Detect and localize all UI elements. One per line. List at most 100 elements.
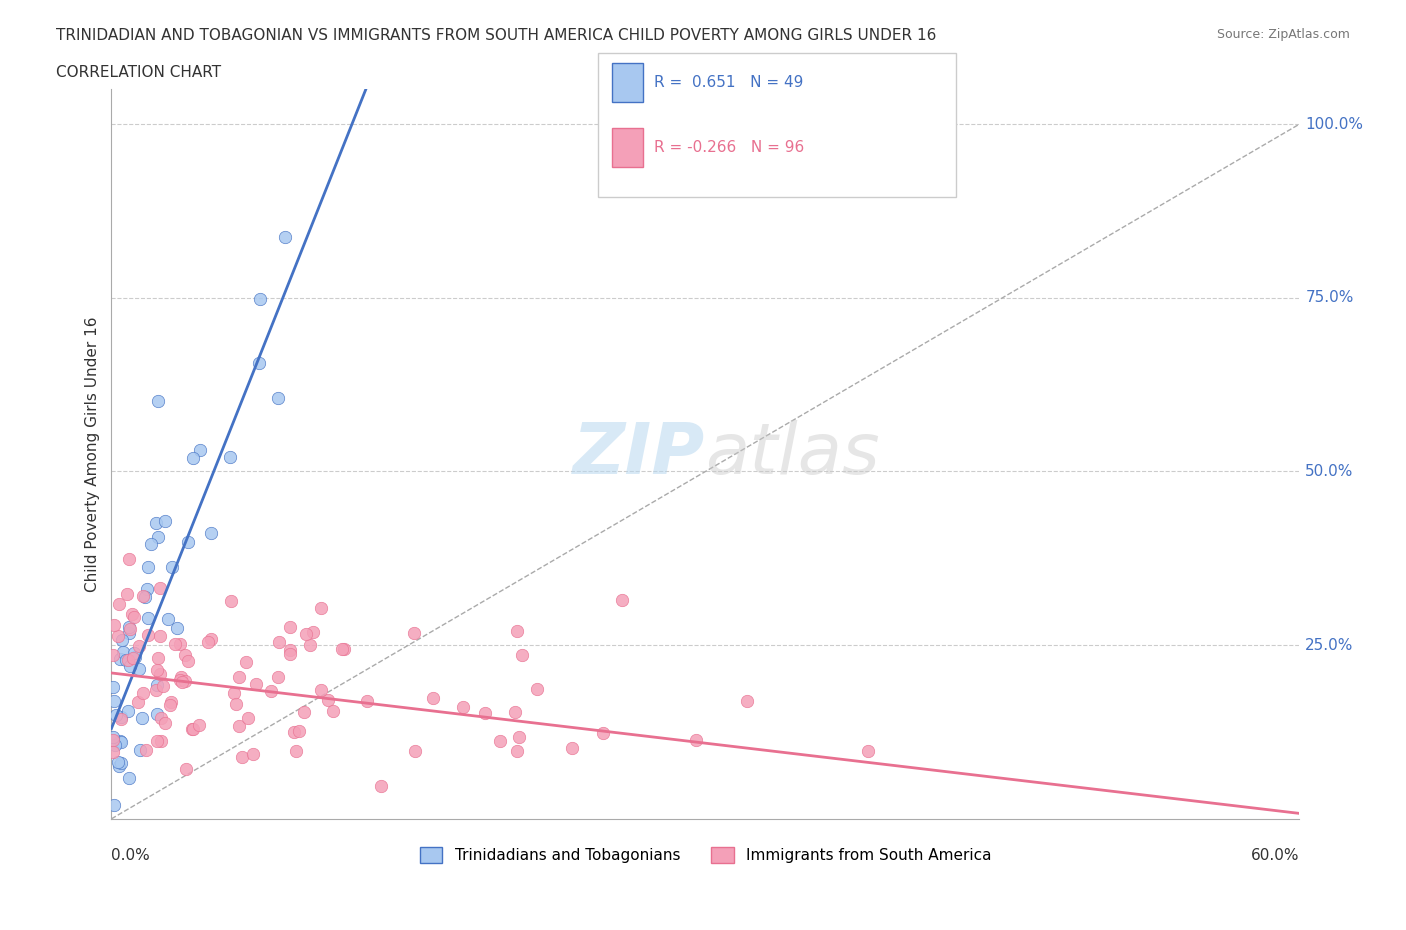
Point xyxy=(157,611,180,626)
Point xyxy=(302,625,325,640)
Point xyxy=(219,449,242,464)
Point xyxy=(278,646,301,661)
Point xyxy=(187,717,209,732)
Point xyxy=(149,733,172,748)
Text: 50.0%: 50.0% xyxy=(1305,464,1354,479)
Point xyxy=(299,638,322,653)
Point xyxy=(108,759,131,774)
Point xyxy=(103,694,125,709)
Point xyxy=(173,648,195,663)
Text: 75.0%: 75.0% xyxy=(1305,290,1354,305)
Point xyxy=(118,770,141,785)
Point xyxy=(110,711,132,726)
Point xyxy=(149,667,172,682)
Point xyxy=(503,705,526,720)
Point xyxy=(181,722,204,737)
Point xyxy=(122,609,145,624)
Point xyxy=(512,648,534,663)
Point xyxy=(561,740,583,755)
Point xyxy=(159,698,181,712)
Point xyxy=(370,778,392,793)
Point xyxy=(856,744,879,759)
Point xyxy=(136,628,159,643)
Point xyxy=(124,649,146,664)
Point xyxy=(266,670,288,684)
Point xyxy=(247,355,270,370)
Point xyxy=(122,651,145,666)
Point xyxy=(508,729,530,744)
Point xyxy=(117,653,139,668)
Text: ZIP: ZIP xyxy=(574,419,706,488)
Point xyxy=(134,590,156,604)
Y-axis label: Child Poverty Among Girls Under 16: Child Poverty Among Girls Under 16 xyxy=(86,316,100,591)
Text: atlas: atlas xyxy=(706,419,880,488)
Point xyxy=(610,592,633,607)
Point xyxy=(225,697,247,711)
Point xyxy=(422,691,444,706)
Point xyxy=(330,642,353,657)
Point xyxy=(474,706,496,721)
Point xyxy=(108,652,131,667)
Point xyxy=(592,725,614,740)
Point xyxy=(228,718,250,733)
Point xyxy=(200,526,222,541)
Point xyxy=(278,619,301,634)
Point xyxy=(505,744,527,759)
Point xyxy=(146,394,169,409)
Point xyxy=(108,596,131,611)
Point xyxy=(165,637,187,652)
Point xyxy=(108,734,131,749)
Text: 100.0%: 100.0% xyxy=(1305,116,1364,132)
Point xyxy=(107,629,129,644)
Point xyxy=(136,560,159,575)
Point xyxy=(153,715,176,730)
Point xyxy=(110,709,132,724)
Point xyxy=(260,684,283,698)
Point xyxy=(145,516,167,531)
Legend: Trinidadians and Tobagonians, Immigrants from South America: Trinidadians and Tobagonians, Immigrants… xyxy=(413,842,997,870)
Point xyxy=(506,624,529,639)
Point xyxy=(219,594,242,609)
Point xyxy=(103,647,125,662)
Point xyxy=(148,530,170,545)
Point xyxy=(152,678,174,693)
Point xyxy=(162,560,184,575)
Point xyxy=(294,627,316,642)
Point xyxy=(122,645,145,660)
Text: R =  0.651   N = 49: R = 0.651 N = 49 xyxy=(654,75,803,90)
Point xyxy=(249,292,271,307)
Point xyxy=(153,513,176,528)
Point xyxy=(103,729,125,744)
Point xyxy=(129,742,152,757)
Point xyxy=(274,230,297,245)
Point xyxy=(322,703,344,718)
Point xyxy=(146,650,169,665)
Point xyxy=(149,629,172,644)
Point xyxy=(288,724,311,738)
Point xyxy=(332,641,354,656)
Point xyxy=(735,693,758,708)
Point xyxy=(231,750,253,764)
Point xyxy=(110,755,132,770)
Point xyxy=(139,537,162,551)
Text: R = -0.266   N = 96: R = -0.266 N = 96 xyxy=(654,140,804,155)
Point xyxy=(107,754,129,769)
Point xyxy=(135,742,157,757)
Point xyxy=(115,587,138,602)
Point xyxy=(149,580,172,595)
Point xyxy=(117,626,139,641)
Point xyxy=(118,658,141,673)
Point xyxy=(181,722,204,737)
Point xyxy=(177,653,200,668)
Point xyxy=(451,700,474,715)
Point xyxy=(110,735,132,750)
Point xyxy=(128,662,150,677)
Point xyxy=(267,634,290,649)
Point xyxy=(103,618,125,632)
Point xyxy=(170,675,193,690)
Text: 60.0%: 60.0% xyxy=(1251,848,1299,863)
Point xyxy=(132,685,155,700)
Point xyxy=(127,695,149,710)
Point xyxy=(149,711,172,725)
Point xyxy=(292,705,315,720)
